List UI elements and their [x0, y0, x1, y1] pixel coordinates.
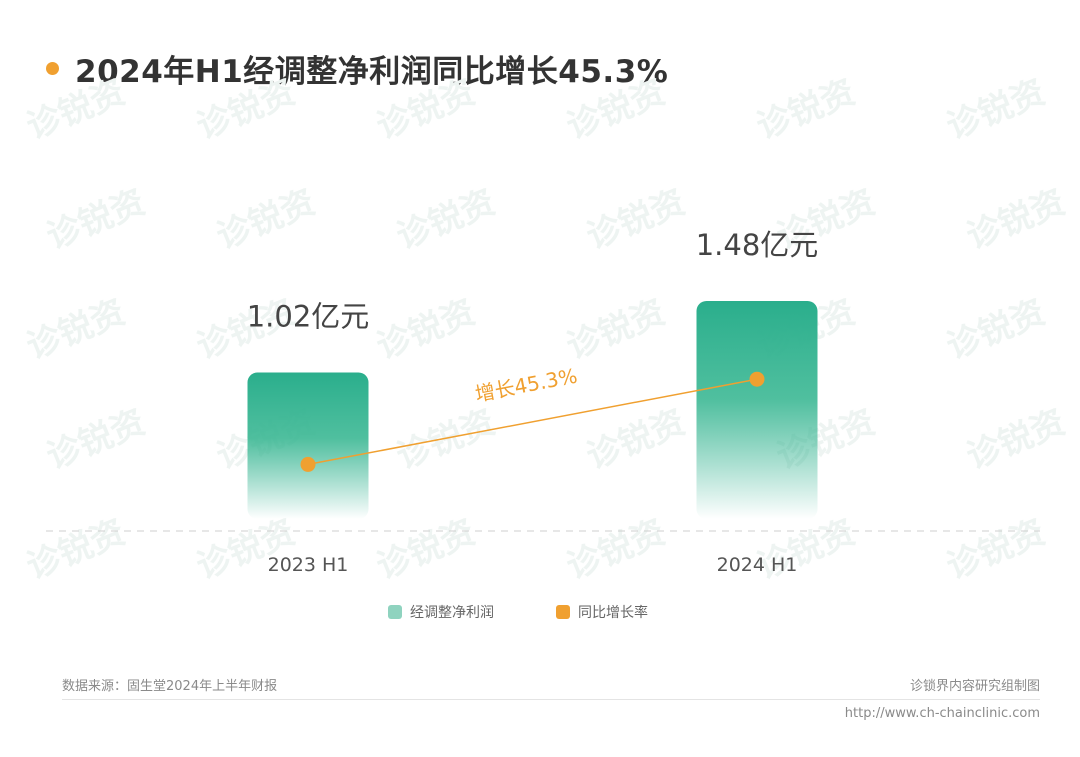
x-tick-label: 2024 H1: [717, 554, 798, 576]
legend-swatch-net-profit: [388, 605, 402, 619]
watermark-text: 诊锐资: [941, 72, 1051, 147]
legend-swatch-growth-rate: [556, 605, 570, 619]
watermark-text: 诊锐资: [941, 512, 1051, 587]
title-bullet-icon: [46, 61, 59, 75]
bar-2024-h1: [696, 301, 818, 519]
growth-line: [307, 378, 758, 466]
watermark-text: 诊锐资: [371, 292, 481, 367]
watermark-layer: 诊锐资 诊锐资 诊锐资 诊锐资 诊锐资 诊锐资诊锐资 诊锐资 诊锐资 诊锐资 诊锐资 诊锐资诊锐资诊…: [21, 72, 1071, 587]
website-url[interactable]: http://www.ch-chainclinic.com: [844, 706, 1040, 721]
watermark-text: 诊锐资: [561, 512, 671, 587]
watermark-text: 诊锐资: [371, 512, 481, 587]
bar-2023-h1: [247, 372, 369, 519]
watermark-text: 诊锐资: [371, 72, 481, 147]
chart-legend: 经调整净利润 同比增长率: [388, 604, 648, 621]
watermark-text: 诊锐资: [191, 72, 301, 147]
title-row: 2024年H1经调整净利润同比增长45.3%: [46, 44, 668, 92]
page-title: 2024年H1经调整净利润同比增长45.3%: [75, 53, 669, 90]
watermark-text: 诊锐资: [21, 72, 131, 147]
watermark-text: 诊锐资: [751, 512, 861, 587]
growth-point-2023-h1: [300, 456, 316, 472]
legend-label-net-profit: 经调整净利润: [410, 605, 494, 621]
watermark-text: 诊锐资: [391, 182, 501, 257]
data-source-note: 数据来源：固生堂2024年上半年财报: [62, 679, 278, 694]
watermark-text: 诊锐资: [21, 512, 131, 587]
footer-divider: [62, 699, 1040, 700]
watermark-text: 诊锐资: [211, 182, 321, 257]
growth-point-2024-h1: [749, 371, 765, 387]
watermark-text: 诊锐资: [191, 512, 301, 587]
legend-label-growth-rate: 同比增长率: [578, 604, 648, 621]
chart-credit: 诊锁界内容研究组制图: [909, 679, 1040, 694]
bar-value-label: 1.02亿元: [247, 299, 370, 333]
bar-value-label: 1.48亿元: [696, 228, 819, 262]
watermark-text: 诊锐资: [581, 182, 691, 257]
watermark-text: 诊锐资: [961, 402, 1071, 477]
watermark-text: 诊锐资: [961, 182, 1071, 257]
x-tick-label: 2023 H1: [268, 554, 349, 576]
watermark-text: 诊锐资: [941, 292, 1051, 367]
watermark-text: 诊锐资: [41, 402, 151, 477]
watermark-text: 诊锐资: [41, 182, 151, 257]
watermark-text: 诊锐资: [751, 72, 861, 147]
watermark-text: 诊锐资: [391, 402, 501, 477]
watermark-text: 诊锐资: [561, 292, 671, 367]
watermark-text: 诊锐资: [561, 72, 671, 147]
growth-annotation: 增长45.3%: [473, 363, 579, 406]
watermark-text: 诊锐资: [581, 402, 691, 477]
watermark-text: 诊锐资: [21, 292, 131, 367]
